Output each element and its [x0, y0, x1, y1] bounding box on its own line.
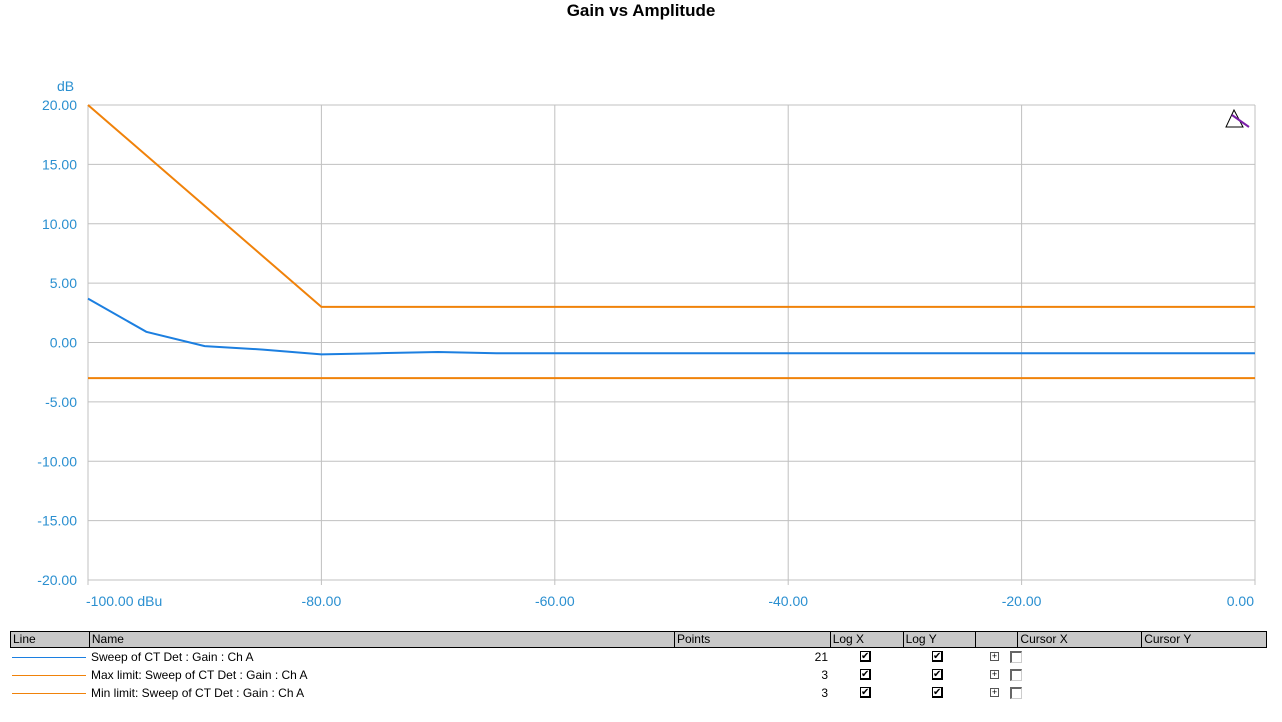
- grid: [87, 104, 1256, 585]
- header-log-y[interactable]: Log Y: [904, 632, 977, 647]
- legend-rows: Sweep of CT Det : Gain : Ch A 21 ✔ ✔ + Max li…: [10, 648, 1267, 702]
- x-tick-label: -80.00: [302, 593, 342, 609]
- cursor-checkbox[interactable]: [1010, 687, 1022, 699]
- y-tick-label: 15.00: [42, 156, 77, 172]
- legend-series-name: Min limit: Sweep of CT Det : Gain : Ch A: [91, 686, 305, 700]
- expand-plus-icon[interactable]: +: [990, 669, 999, 679]
- y-tick-label: -20.00: [37, 572, 77, 588]
- legend-header: Line Name Points Log X Log Y Cursor X Cu…: [10, 631, 1267, 648]
- y-tick-label: -5.00: [45, 394, 77, 410]
- legend-row[interactable]: Sweep of CT Det : Gain : Ch A 21 ✔ ✔ +: [10, 648, 1267, 666]
- series-line-0: [87, 297, 1255, 356]
- series-line-1: [87, 104, 1255, 308]
- log-y-checkbox[interactable]: ✔: [932, 651, 943, 662]
- x-tick-label: -60.00: [535, 593, 575, 609]
- y-tick-label: 20.00: [42, 97, 77, 113]
- legend-points: 21: [814, 650, 828, 664]
- legend-row[interactable]: Max limit: Sweep of CT Det : Gain : Ch A…: [10, 666, 1267, 684]
- header-line[interactable]: Line: [11, 632, 90, 647]
- header-points[interactable]: Points: [675, 632, 831, 647]
- legend-series-name: Max limit: Sweep of CT Det : Gain : Ch A: [91, 668, 308, 682]
- y-tick-label: 5.00: [50, 275, 77, 291]
- expand-plus-icon[interactable]: +: [990, 651, 999, 661]
- header-blank: [976, 632, 1019, 647]
- log-y-checkbox[interactable]: ✔: [932, 687, 943, 698]
- y-tick-label: -10.00: [37, 453, 77, 469]
- plot-area[interactable]: 20.00 15.00 10.00 5.00 0.00 -5.00 -10.00 -15.00…: [0, 0, 1282, 625]
- triangle-cursor-icon[interactable]: [1225, 108, 1250, 128]
- legend-points: 3: [821, 686, 828, 700]
- x-tick-label: -20.00: [1002, 593, 1042, 609]
- cursor-checkbox[interactable]: [1010, 651, 1022, 663]
- log-y-checkbox[interactable]: ✔: [932, 669, 943, 680]
- log-x-checkbox[interactable]: ✔: [860, 687, 871, 698]
- log-x-checkbox[interactable]: ✔: [860, 651, 871, 662]
- log-x-checkbox[interactable]: ✔: [860, 669, 871, 680]
- x-tick-label: -40.00: [768, 593, 808, 609]
- y-tick-label: -15.00: [37, 513, 77, 529]
- legend-table: Line Name Points Log X Log Y Cursor X Cu…: [10, 631, 1267, 702]
- chart-title: Gain vs Amplitude: [566, 1, 716, 20]
- y-axis-label: dB: [57, 78, 74, 94]
- header-cursor-x[interactable]: Cursor X: [1018, 632, 1143, 647]
- legend-series-name: Sweep of CT Det : Gain : Ch A: [91, 650, 254, 664]
- y-tick-label: 10.00: [42, 216, 77, 232]
- legend-swatch: [12, 675, 86, 676]
- y-tick-label: 0.00: [50, 335, 77, 351]
- legend-swatch: [12, 693, 86, 694]
- header-name[interactable]: Name: [90, 632, 675, 647]
- header-cursor-y[interactable]: Cursor Y: [1144, 632, 1192, 646]
- series-layer: [87, 104, 1255, 380]
- legend-row[interactable]: Min limit: Sweep of CT Det : Gain : Ch A…: [10, 684, 1267, 702]
- x-tick-label: 0.00: [1227, 593, 1254, 609]
- legend-points: 3: [821, 668, 828, 682]
- x-tick-label: -100.00 dBu: [86, 593, 162, 609]
- header-log-x[interactable]: Log X: [831, 632, 904, 647]
- expand-plus-icon[interactable]: +: [990, 687, 999, 697]
- tick-labels: 20.00 15.00 10.00 5.00 0.00 -5.00 -10.00 -15.00…: [37, 97, 1254, 609]
- cursor-checkbox[interactable]: [1010, 669, 1022, 681]
- legend-swatch: [12, 657, 86, 658]
